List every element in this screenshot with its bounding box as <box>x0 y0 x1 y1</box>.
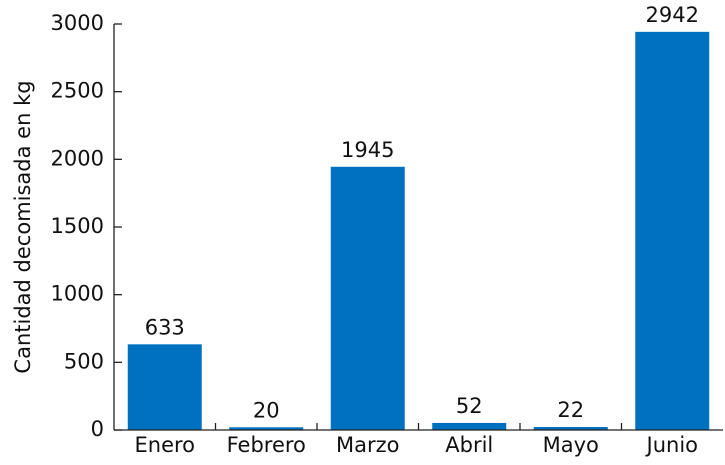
data-label: 1945 <box>341 138 394 162</box>
x-tick-label: Marzo <box>336 433 400 457</box>
y-tick-label: 2500 <box>51 79 104 103</box>
bar <box>533 427 608 430</box>
y-tick-label: 500 <box>64 349 104 373</box>
y-axis-label: Cantidad decomisada en kg <box>11 80 35 373</box>
data-label: 22 <box>557 398 584 422</box>
y-tick-label: 2000 <box>51 146 104 170</box>
x-tick-label: Febrero <box>227 433 306 457</box>
data-label: 52 <box>456 394 483 418</box>
data-label: 20 <box>253 398 280 422</box>
x-tick-label: Enero <box>134 433 195 457</box>
bar <box>635 31 710 430</box>
y-tick-label: 3000 <box>51 11 104 35</box>
x-tick-label: Abril <box>445 433 493 457</box>
bar <box>229 427 304 430</box>
bar <box>432 422 507 430</box>
y-tick-label: 1000 <box>51 282 104 306</box>
x-tick-label: Junio <box>645 433 699 457</box>
y-tick-label: 1500 <box>51 214 104 238</box>
data-label: 2942 <box>646 3 699 27</box>
bar <box>330 166 405 430</box>
data-label: 633 <box>145 315 185 339</box>
bar <box>127 344 202 430</box>
x-tick-label: Mayo <box>543 433 599 457</box>
y-tick-label: 0 <box>91 417 104 441</box>
